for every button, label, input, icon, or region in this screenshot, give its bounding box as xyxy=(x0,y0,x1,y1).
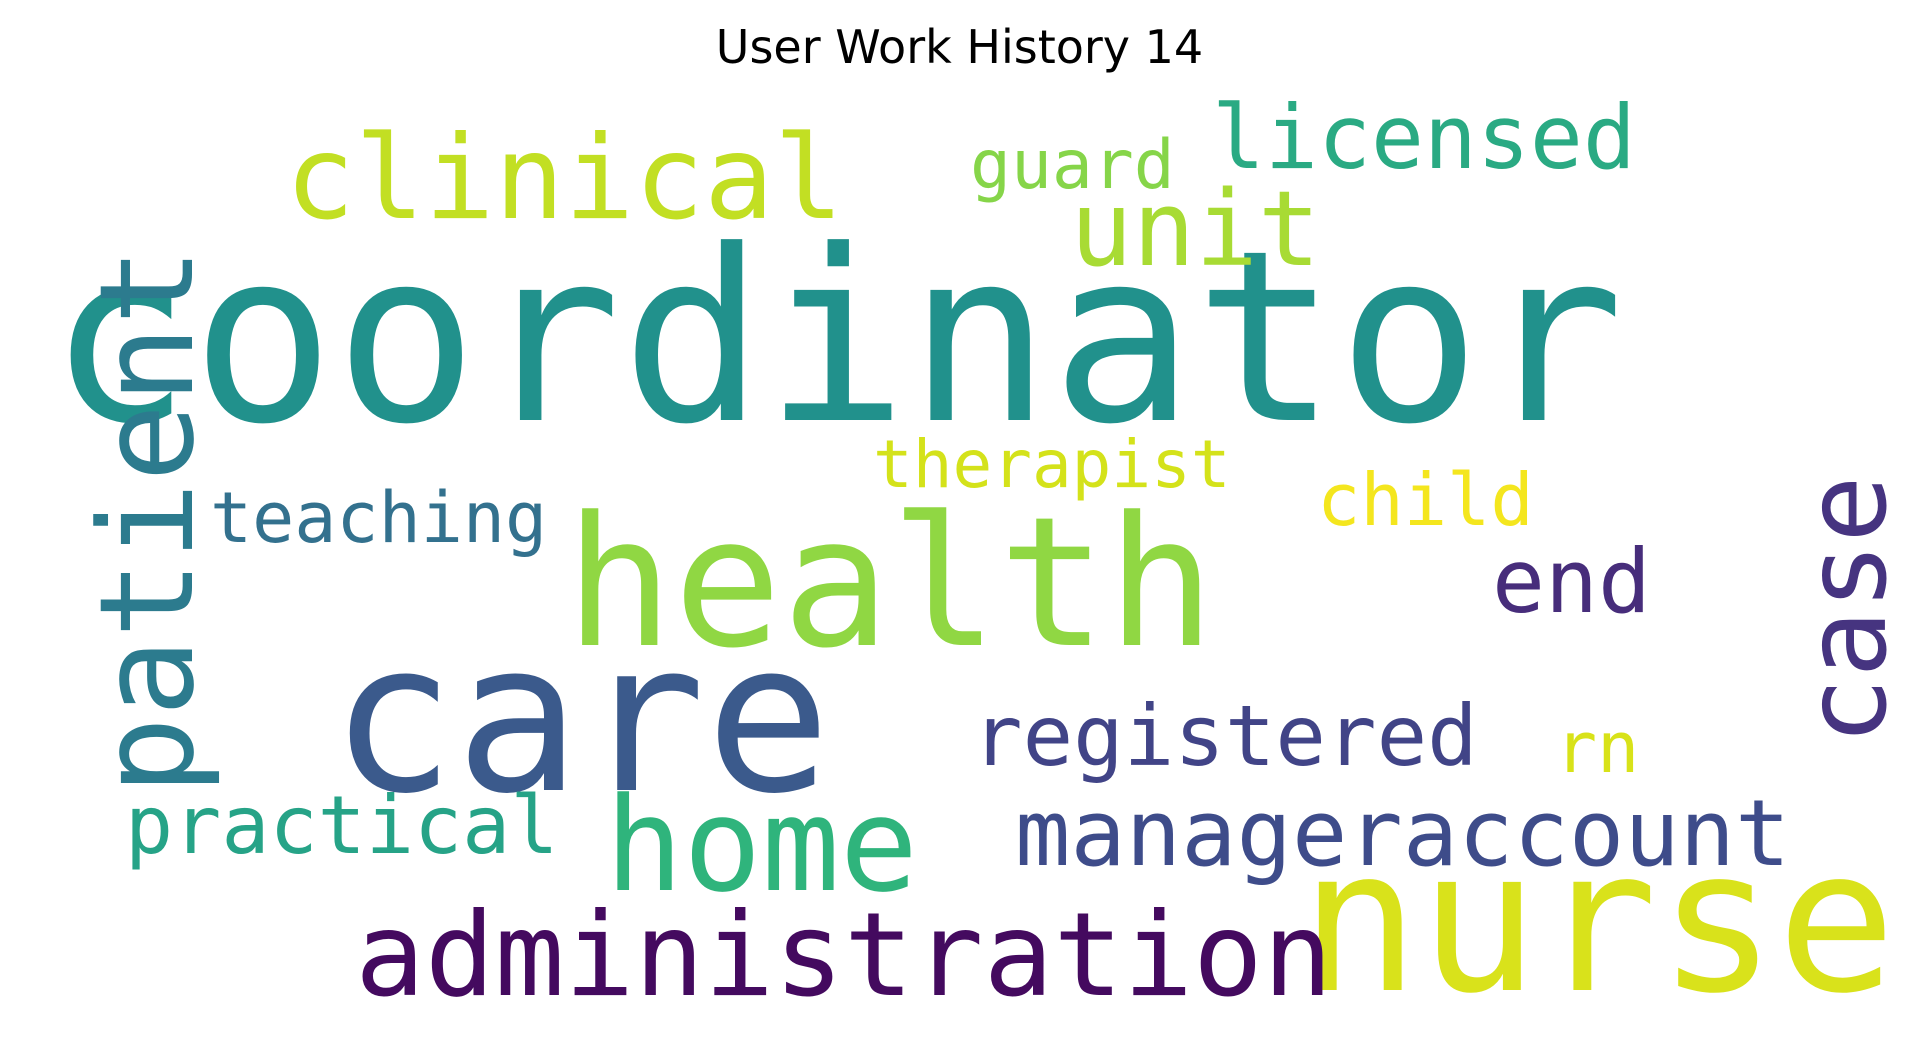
word-teaching: teaching xyxy=(210,477,547,559)
word-unit: unit xyxy=(1070,168,1320,290)
word-home: home xyxy=(605,769,918,921)
word-manageraccount: manageraccount xyxy=(1015,780,1790,887)
word-clinical: clinical xyxy=(285,111,844,246)
word-coordinator: coordinator xyxy=(48,200,1624,477)
word-guard: guard xyxy=(970,126,1175,205)
figure-title: User Work History 14 xyxy=(715,20,1204,74)
word-nurse: nurse xyxy=(1300,806,1896,1037)
word-practical: practical xyxy=(125,779,558,872)
word-registered: registered xyxy=(972,687,1478,785)
word-case: patient xyxy=(71,247,223,795)
word-patient: case xyxy=(1782,475,1912,745)
word-therapist: therapist xyxy=(873,426,1231,503)
word-health: health xyxy=(565,479,1215,688)
word-care: care xyxy=(330,598,831,840)
word-rn: rn xyxy=(1555,707,1639,789)
word-end: end xyxy=(1492,530,1651,633)
word-administration: administration xyxy=(355,888,1333,1023)
word-licensed: licensed xyxy=(1212,86,1636,189)
word-child: child xyxy=(1317,458,1534,542)
